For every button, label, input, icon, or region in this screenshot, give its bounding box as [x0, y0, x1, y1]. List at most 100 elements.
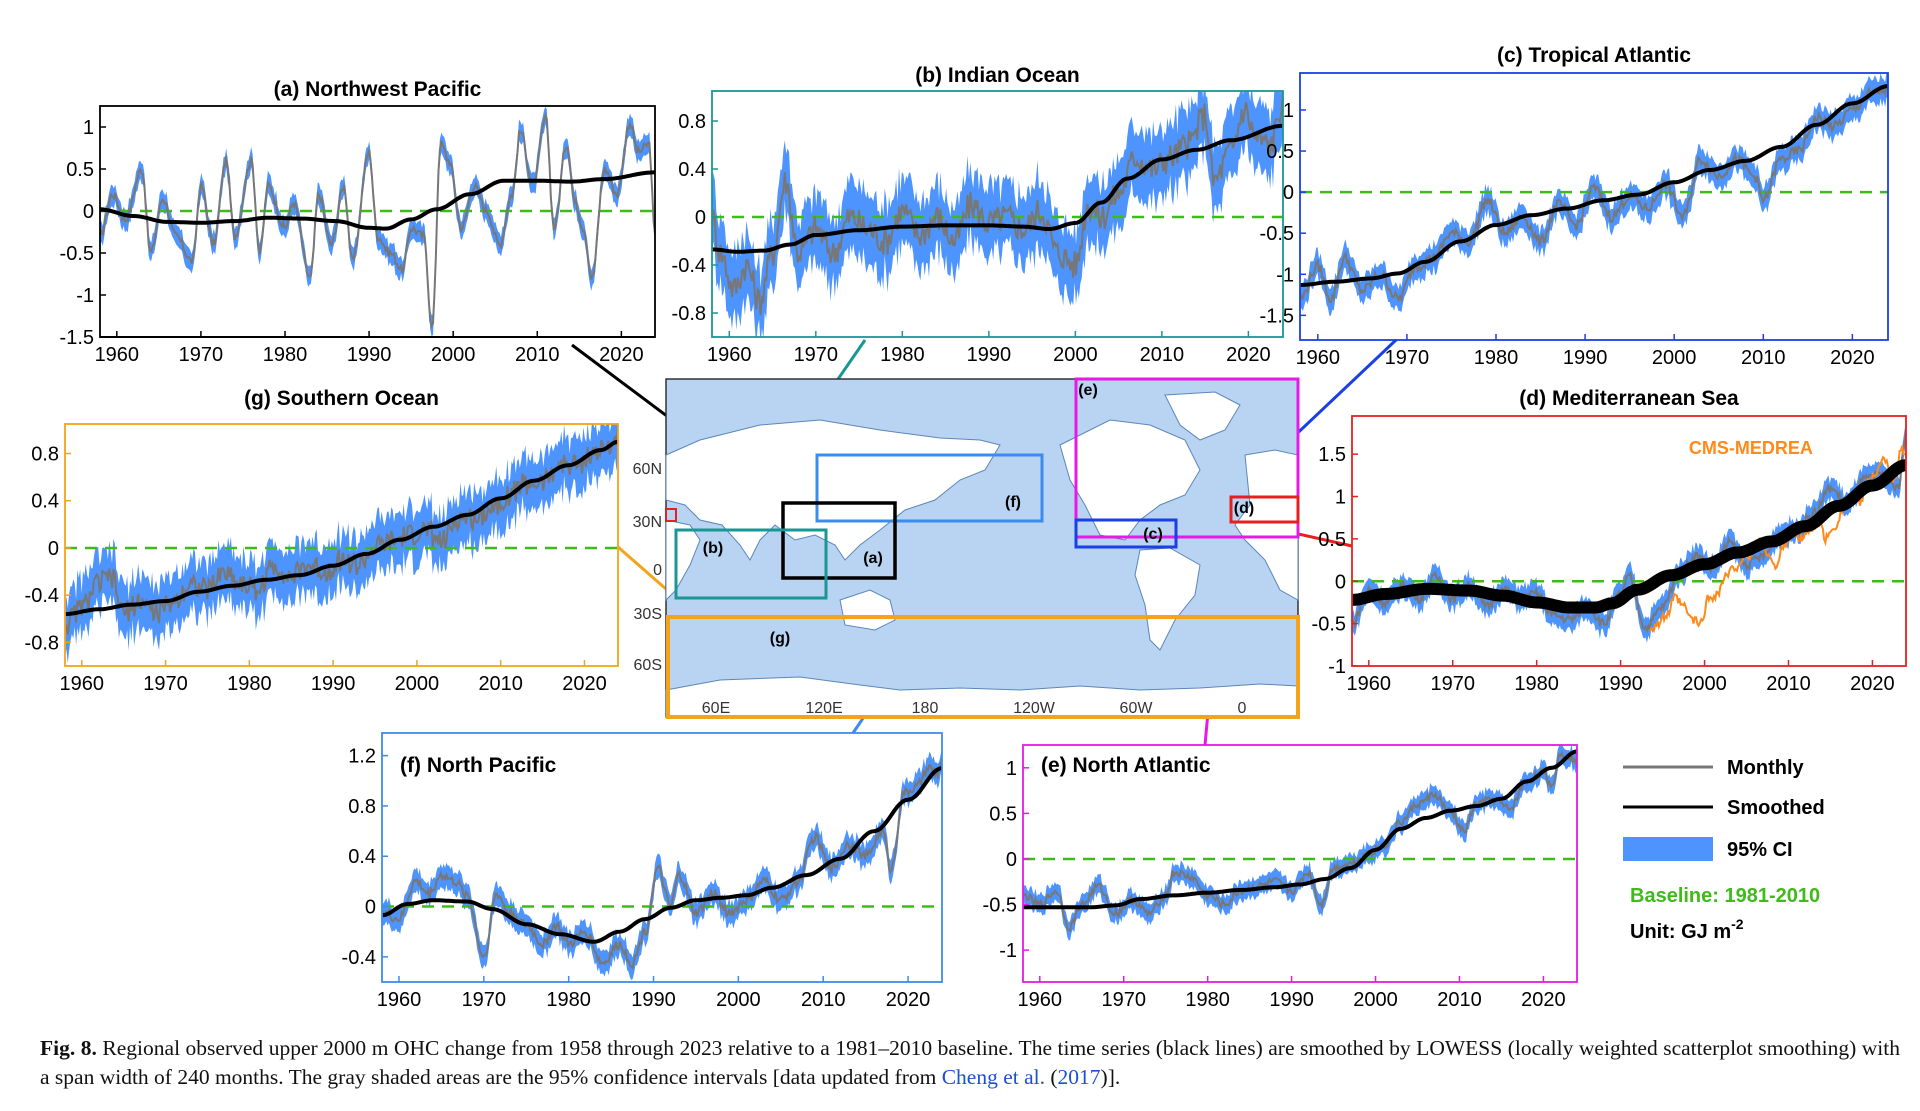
monthly-line-a	[100, 112, 655, 329]
plot-area-f	[382, 747, 942, 980]
map-lat-label: 30S	[634, 606, 662, 623]
x-tick-label: 1970	[1430, 673, 1475, 695]
x-tick-label: 2000	[716, 989, 761, 1011]
land-australia	[839, 589, 896, 631]
smoothed-line-d	[1352, 459, 1906, 614]
x-tick-label: 2020	[1226, 344, 1271, 366]
x-tick-label: 1980	[1185, 989, 1230, 1011]
y-tick-label: 1	[1335, 487, 1346, 509]
x-tick-label: 1970	[462, 989, 507, 1011]
y-tick-label: -1	[76, 285, 94, 307]
x-tick-label: 1960	[707, 344, 752, 366]
panel-title-f: (f) North Pacific	[400, 754, 557, 777]
x-tick-label: 2000	[431, 344, 476, 366]
x-tick-label: 1960	[60, 673, 105, 695]
y-tick-label: 1	[1006, 758, 1017, 780]
plot-area-e	[1023, 745, 1577, 941]
caption-mid: (	[1045, 1065, 1058, 1089]
map-label-c: (c)	[1143, 526, 1163, 543]
x-tick-label: 1980	[1514, 673, 1559, 695]
x-tick-label: 2010	[801, 989, 846, 1011]
region-box-a	[781, 501, 897, 580]
y-tick-label: 0.4	[31, 491, 59, 513]
x-tick-label: 1990	[1598, 673, 1643, 695]
panel-title-g: (g) Southern Ocean	[244, 387, 439, 410]
ci-band-b	[712, 91, 1283, 337]
x-tick-label: 1980	[546, 989, 591, 1011]
y-tick-label: -0.5	[1312, 614, 1346, 636]
land-europe-africa-east	[1234, 449, 1299, 601]
y-tick-label: 0.4	[678, 159, 706, 181]
y-tick-label: 1	[1283, 100, 1294, 122]
map-label-f: (f)	[1005, 494, 1021, 511]
y-tick-label: 0.5	[989, 803, 1017, 825]
region-box-c	[1074, 518, 1178, 549]
x-tick-label: 2000	[1353, 989, 1398, 1011]
x-tick-label: 2010	[1741, 347, 1786, 369]
ci-band-g	[65, 424, 618, 664]
x-tick-label: 1970	[179, 344, 224, 366]
legend-ci-label: 95% CI	[1727, 839, 1793, 861]
panel-c: (c) Tropical Atlantic 1960 1970 1980 1990 200…	[1260, 44, 1889, 369]
map-lon-label: 60W	[1120, 700, 1154, 717]
x-tick-label: 2000	[1652, 347, 1697, 369]
panel-g: (g) Southern Ocean 1960 1970 1980 1990 2000 20…	[25, 387, 619, 695]
map-lon-label: 120E	[805, 700, 842, 717]
y-tick-label: 1.5	[1318, 444, 1346, 466]
y-tick-label: 0.8	[678, 111, 706, 133]
citation-author-link[interactable]: Cheng et al.	[941, 1065, 1045, 1089]
x-tick-label: 1980	[880, 344, 925, 366]
x-tick-label: 2000	[1682, 673, 1727, 695]
plot-area-g	[65, 424, 618, 664]
panel-title-d: (d) Mediterranean Sea	[1519, 387, 1739, 410]
x-tick-label: 2020	[599, 344, 644, 366]
caption-text: Regional observed upper 2000 m OHC chang…	[40, 1036, 1900, 1089]
x-tick-label: 2010	[1140, 344, 1185, 366]
x-tick-label: 2020	[1850, 673, 1895, 695]
y-tick-label: 1	[83, 117, 94, 139]
y-tick-label: 0.5	[1266, 141, 1294, 163]
x-tick-label: 1990	[1563, 347, 1608, 369]
x-tick-label: 1970	[1385, 347, 1430, 369]
caption-label: Fig. 8.	[40, 1036, 97, 1060]
legend-unit-prefix: Unit: GJ m	[1630, 921, 1731, 943]
x-tick-label: 1960	[1347, 673, 1392, 695]
smoothed-line-g	[65, 439, 618, 617]
plot-area-a	[100, 106, 655, 337]
map-label-b: (b)	[703, 540, 723, 557]
y-tick-label: 0	[1006, 849, 1017, 871]
x-tick-label: 1970	[1101, 989, 1146, 1011]
panel-a: (a) Northwest Pacific 1960 1970 1980 1990 200…	[60, 78, 656, 366]
map-lon-label: 180	[912, 700, 939, 717]
y-tick-label: -0.5	[983, 895, 1017, 917]
y-tick-label: -1	[999, 940, 1017, 962]
land-greenland	[1164, 391, 1241, 441]
smoothed-line-c	[1300, 84, 1888, 287]
panel-b: (b) Indian Ocean 1960 1970 1980 1990 2000 2010…	[672, 64, 1284, 366]
y-tick-label: -0.5	[1260, 223, 1294, 245]
monthly-line-c	[1300, 84, 1888, 304]
y-tick-label: -0.5	[60, 243, 94, 265]
x-tick-label: 2020	[886, 989, 931, 1011]
legend-ci-swatch	[1623, 837, 1713, 861]
legend-unit-exponent: -2	[1731, 916, 1744, 932]
citation-year-link[interactable]: 2017	[1057, 1065, 1101, 1089]
region-box-e	[1074, 377, 1300, 539]
map-label-a: (a)	[863, 550, 883, 567]
medrea-annotation: CMS-MEDREA	[1689, 438, 1813, 458]
x-tick-label: 2020	[1830, 347, 1875, 369]
y-tick-label: 0.5	[1318, 529, 1346, 551]
y-tick-label: 0	[365, 897, 376, 919]
x-tick-label: 2020	[1521, 989, 1566, 1011]
x-tick-label: 1980	[263, 344, 308, 366]
map-lat-label: 60S	[634, 657, 662, 674]
plot-frame-d	[1351, 415, 1907, 667]
y-tick-label: -1.5	[60, 327, 94, 349]
monthly-line-f	[382, 757, 942, 970]
x-tick-label: 2010	[515, 344, 560, 366]
y-tick-label: 0	[1335, 571, 1346, 593]
map-label-d: (d)	[1234, 500, 1254, 517]
legend-smoothed-label: Smoothed	[1727, 797, 1825, 819]
y-tick-label: -0.8	[25, 632, 59, 654]
